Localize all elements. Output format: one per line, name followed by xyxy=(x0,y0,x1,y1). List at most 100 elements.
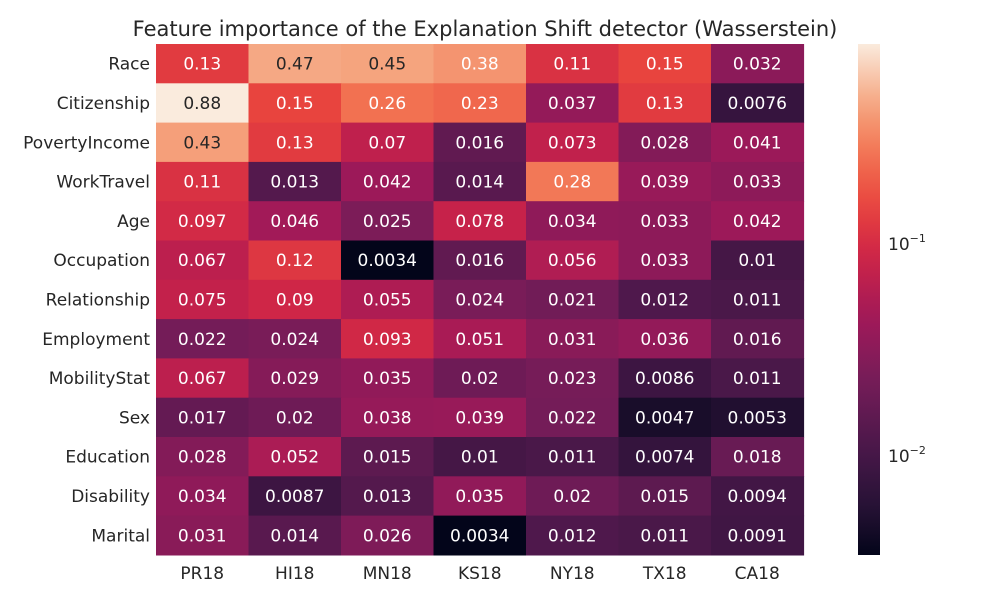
cell-value-label: 0.45 xyxy=(368,55,406,75)
cell-value-label: 0.037 xyxy=(548,94,597,114)
heatmap-cell xyxy=(156,515,250,556)
heatmap-cell xyxy=(341,44,435,84)
cell-value-label: 0.0034 xyxy=(450,526,509,546)
heatmap-cell xyxy=(433,397,527,438)
heatmap-cell xyxy=(433,161,527,202)
cell-value-label: 0.029 xyxy=(270,369,319,389)
cell-value-label: 0.26 xyxy=(368,94,406,114)
cell-value-label: 0.15 xyxy=(276,94,314,114)
cell-value-label: 0.38 xyxy=(461,55,499,75)
heatmap-cell xyxy=(248,358,342,399)
cell-value-label: 0.011 xyxy=(640,526,689,546)
cell-value-label: 0.039 xyxy=(455,408,504,428)
svg-text:10−1: 10−1 xyxy=(888,232,926,255)
heatmap-cell xyxy=(618,122,712,163)
column-label: CA18 xyxy=(735,564,780,584)
heatmap-cell xyxy=(156,476,250,517)
heatmap-cell xyxy=(156,279,250,320)
row-label: Employment xyxy=(42,330,150,350)
cell-value-label: 0.011 xyxy=(548,448,597,468)
heatmap-cell xyxy=(156,44,250,84)
cell-value-label: 0.026 xyxy=(363,526,412,546)
cell-value-label: 0.033 xyxy=(733,173,782,193)
cell-value-label: 0.02 xyxy=(553,487,591,507)
colorbar-tick-base: 10 xyxy=(888,447,910,467)
cell-value-label: 0.016 xyxy=(455,251,504,271)
heatmap-cell xyxy=(711,397,805,438)
heatmap-cell xyxy=(433,201,527,242)
cell-value-label: 0.031 xyxy=(178,526,227,546)
heatmap-cell xyxy=(526,44,620,84)
cell-value-label: 0.15 xyxy=(646,55,684,75)
heatmap-cell xyxy=(341,240,435,281)
heatmap-cell xyxy=(156,122,250,163)
heatmap-cell xyxy=(248,122,342,163)
cell-value-label: 0.02 xyxy=(461,369,499,389)
cell-value-label: 0.0074 xyxy=(635,448,694,468)
heatmap-cell xyxy=(711,201,805,242)
heatmap-cell xyxy=(248,319,342,359)
cell-value-label: 0.041 xyxy=(733,133,782,153)
cell-value-label: 0.07 xyxy=(368,133,406,153)
cell-value-label: 0.12 xyxy=(276,251,314,271)
cell-value-label: 0.13 xyxy=(646,94,684,114)
cell-value-label: 0.031 xyxy=(548,330,597,350)
row-label: Citizenship xyxy=(57,94,150,114)
column-label: NY18 xyxy=(550,564,595,584)
cell-value-label: 0.014 xyxy=(270,526,319,546)
heatmap-cell xyxy=(526,122,620,163)
cell-value-label: 0.47 xyxy=(276,55,314,75)
cell-value-label: 0.015 xyxy=(640,487,689,507)
heatmap-cell xyxy=(618,240,712,281)
cell-value-label: 0.012 xyxy=(640,290,689,310)
heatmap-cell xyxy=(618,201,712,242)
cell-value-label: 0.032 xyxy=(733,55,782,75)
cell-value-label: 0.016 xyxy=(733,330,782,350)
cell-value-label: 0.11 xyxy=(183,173,221,193)
colorbar-tick-exponent: −1 xyxy=(910,232,926,245)
heatmap-cell xyxy=(248,44,342,84)
heatmap-cell xyxy=(618,44,712,84)
column-label: KS18 xyxy=(458,564,502,584)
cell-value-label: 0.021 xyxy=(548,290,597,310)
heatmap-cell xyxy=(248,161,342,202)
cell-value-label: 0.035 xyxy=(455,487,504,507)
cell-value-label: 0.024 xyxy=(270,330,319,350)
cell-value-label: 0.013 xyxy=(363,487,412,507)
heatmap-cell xyxy=(526,201,620,242)
cell-value-label: 0.13 xyxy=(276,133,314,153)
heatmap-cell xyxy=(248,201,342,242)
cell-value-label: 0.042 xyxy=(363,173,412,193)
heatmap-cell xyxy=(433,83,527,124)
cell-value-label: 0.01 xyxy=(738,251,776,271)
cell-value-label: 0.036 xyxy=(640,330,689,350)
heatmap-cells: 0.13 0.47 0.45 0.38 0.11 0.15 0.032 0.88 0.15 0.2… xyxy=(156,44,805,556)
column-label: HI18 xyxy=(275,564,314,584)
cell-value-label: 0.017 xyxy=(178,408,227,428)
heatmap-cell xyxy=(618,476,712,517)
cell-value-label: 0.042 xyxy=(733,212,782,232)
heatmap-cell xyxy=(711,515,805,556)
heatmap-cell xyxy=(156,397,250,438)
cell-value-label: 0.0047 xyxy=(635,408,694,428)
cell-value-label: 0.0034 xyxy=(358,251,417,271)
heatmap-cell xyxy=(618,319,712,359)
heatmap-cell xyxy=(526,161,620,202)
heatmap-cell xyxy=(526,476,620,517)
heatmap-cell xyxy=(711,122,805,163)
column-label: PR18 xyxy=(180,564,224,584)
colorbar: 10−110−2 xyxy=(858,44,926,555)
cell-value-label: 0.075 xyxy=(178,290,227,310)
heatmap-cell xyxy=(433,122,527,163)
cell-value-label: 0.11 xyxy=(553,55,591,75)
heatmap-cell xyxy=(526,240,620,281)
heatmap-cell xyxy=(341,397,435,438)
heatmap-cell xyxy=(618,515,712,556)
heatmap-cell xyxy=(711,161,805,202)
heatmap-cell xyxy=(526,515,620,556)
heatmap-cell xyxy=(711,240,805,281)
cell-value-label: 0.43 xyxy=(183,133,221,153)
cell-value-label: 0.052 xyxy=(270,448,319,468)
heatmap-cell xyxy=(341,83,435,124)
